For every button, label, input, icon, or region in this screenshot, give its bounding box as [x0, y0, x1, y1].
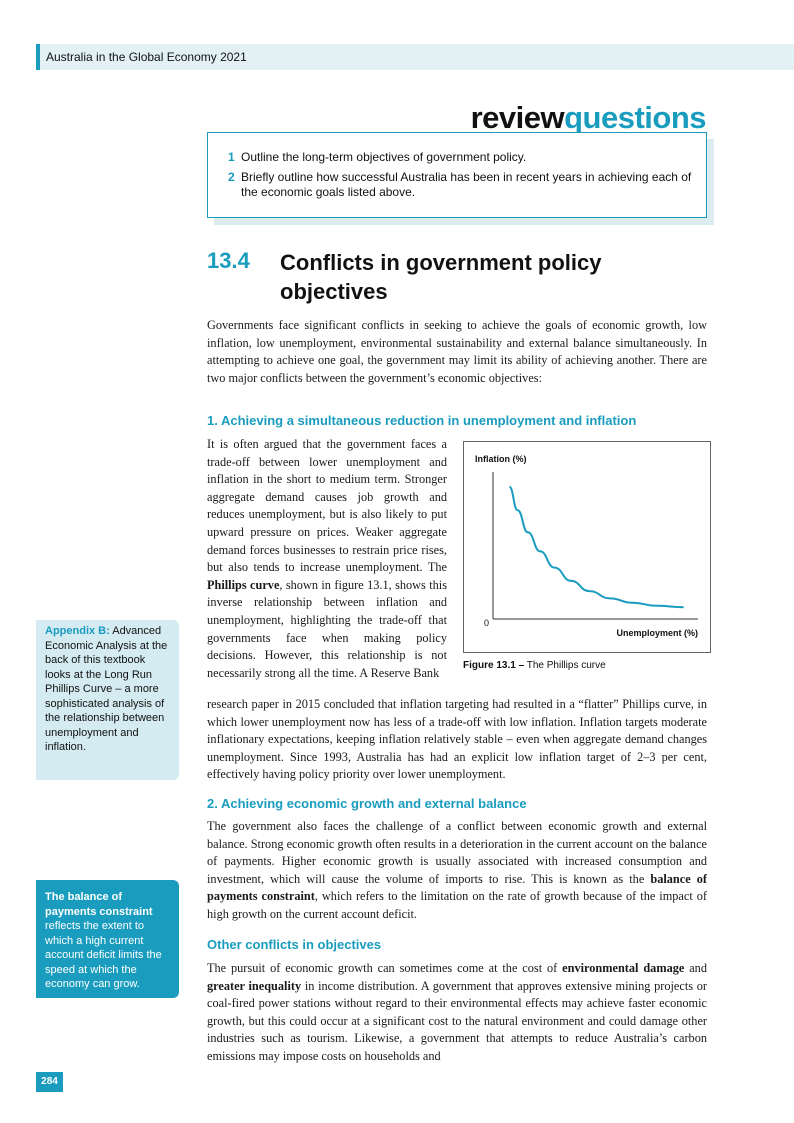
review-questions-title: reviewquestions: [470, 100, 707, 135]
paragraph-external-balance: The government also faces the challenge …: [207, 819, 708, 921]
term-bop-constraint: balance of payments constraint: [207, 871, 708, 904]
section-number: 13.4: [207, 248, 250, 273]
sidebar-bop-definition: The balance of payments constraint refle…: [36, 880, 179, 998]
x-axis-label: Unemployment (%): [616, 628, 698, 638]
header-accent-bar: [36, 44, 40, 70]
sidebar-appendix-note: Appendix B: Advanced Economic Analysis a…: [36, 620, 179, 780]
term-environmental-damage: environmental damage: [562, 961, 685, 975]
review-questions-box: 1 Outline the long-term objectives of go…: [207, 132, 707, 218]
figure-caption: Figure 13.1 – The Phillips curve: [463, 660, 606, 671]
page-number: 284: [36, 1072, 63, 1092]
y-axis-label: Inflation (%): [475, 454, 527, 464]
paragraph-phillips-wrap: It is often argued that the government f…: [207, 437, 448, 680]
phillips-curve-figure: Inflation (%) 0 Unemployment (%): [463, 441, 711, 653]
phillips-curve-line: [508, 485, 684, 609]
phillips-curve-chart: [492, 472, 698, 620]
review-question-item: 2 Briefly outline how successful Austral…: [228, 170, 692, 199]
intro-paragraph: Governments face significant conflicts i…: [207, 318, 707, 385]
paragraph-other-conflicts: The pursuit of economic growth can somet…: [207, 961, 707, 1063]
paragraph-phillips-cont: research paper in 2015 concluded that in…: [207, 697, 707, 782]
term-greater-inequality: greater inequality: [207, 978, 302, 993]
running-title: Australia in the Global Economy 2021: [46, 50, 247, 64]
review-question-item: 1 Outline the long-term objectives of go…: [228, 150, 527, 164]
subheading-unemployment-inflation: 1. Achieving a simultaneous reduction in…: [207, 413, 637, 428]
origin-label: 0: [484, 618, 490, 628]
section-title: Conflicts in government policy objective…: [280, 250, 602, 304]
subheading-other-conflicts: Other conflicts in objectives: [207, 937, 382, 952]
running-header: Australia in the Global Economy 2021: [36, 44, 794, 70]
term-phillips-curve: Phillips curve: [207, 577, 280, 592]
subheading-growth-external: 2. Achieving economic growth and externa…: [207, 796, 527, 811]
